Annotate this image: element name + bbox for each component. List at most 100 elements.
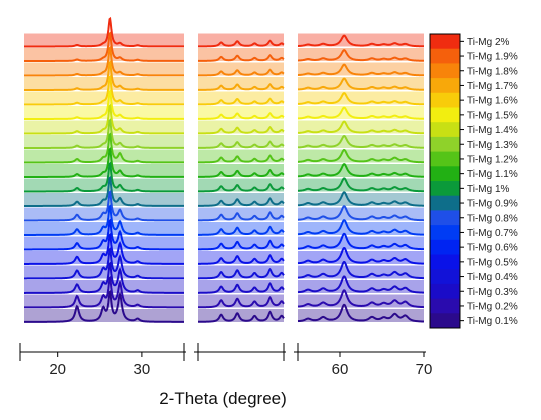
series-ti-mg-1-7- (24, 60, 424, 91)
series-fill (24, 251, 184, 264)
series-ti-mg-0-3- (24, 261, 425, 294)
legend-label: Ti-Mg 0.5% (467, 257, 518, 268)
series-ti-mg-0-4- (24, 247, 425, 280)
legend-label: Ti-Mg 1.5% (467, 110, 518, 121)
legend-label: Ti-Mg 1.1% (467, 169, 518, 180)
legend-label: Ti-Mg 0.4% (467, 272, 518, 283)
series-line (24, 247, 184, 280)
series-line (297, 177, 425, 193)
series-fill (24, 207, 184, 221)
series-ti-mg-1-4- (24, 103, 425, 135)
series-line (24, 218, 184, 251)
series-fill (24, 48, 184, 61)
series-ti-mg-0-7- (24, 204, 425, 236)
series-line (24, 118, 184, 149)
series-line (297, 246, 425, 265)
series-ti-mg-1-1- (24, 147, 425, 178)
series-fill (24, 164, 184, 177)
series-line (297, 260, 425, 280)
legend-swatch (430, 283, 460, 300)
legend-frame (429, 33, 461, 329)
legend-swatch (430, 181, 460, 197)
legend-swatch (430, 254, 460, 270)
series-ti-mg-0-5- (24, 232, 425, 265)
series-line (198, 211, 285, 222)
series-ti-mg-1-9- (24, 31, 425, 62)
legend-swatch (430, 78, 460, 94)
series-fill (24, 120, 184, 134)
series-line (297, 77, 424, 91)
series-line (24, 16, 184, 48)
legend-label: Ti-Mg 1% (467, 184, 510, 195)
legend-swatch (430, 34, 460, 50)
series-fill (298, 236, 424, 250)
series-fill (298, 251, 424, 264)
legend-swatch (430, 269, 460, 285)
series-ti-mg-1-8- (24, 45, 425, 77)
series-line (24, 175, 184, 207)
legend-swatch (430, 195, 460, 211)
series-ti-mg-1-6- (24, 74, 424, 106)
series-layer (23, 16, 425, 323)
series-line (198, 97, 285, 106)
series-line (297, 163, 425, 178)
legend-swatch (430, 225, 460, 241)
series-line (198, 197, 285, 207)
legend-swatch (430, 151, 460, 167)
legend-label: Ti-Mg 1.4% (467, 125, 518, 136)
series-line (198, 83, 285, 91)
series-ti-mg-0-9- (24, 175, 425, 207)
series-fill (24, 91, 184, 105)
x-axis: 20 30 60 70 (19, 343, 432, 378)
series-fill (24, 135, 184, 148)
legend-label: Ti-Mg 0.7% (467, 228, 518, 239)
series-fill (24, 106, 184, 119)
series-line (197, 268, 285, 280)
series-line (24, 103, 184, 135)
series-fill (24, 77, 184, 90)
series-fill (24, 222, 184, 235)
legend-label: Ti-Mg 0.6% (467, 243, 518, 254)
series-line (198, 126, 285, 135)
series-fill (24, 294, 184, 308)
series-line (24, 74, 184, 106)
series-line (198, 239, 285, 251)
series-ti-mg-0-6- (24, 218, 425, 251)
series-ti-mg-1-3- (24, 118, 425, 149)
legend-swatch (430, 92, 460, 108)
x-tick-label: 60 (332, 361, 349, 378)
legend: Ti-Mg 2% Ti-Mg 1.9% Ti-Mg 1.8% Ti-Mg 1.7% Ti… (429, 33, 518, 329)
series-ti-mg-0-1- (23, 290, 425, 323)
legend-swatch (430, 166, 460, 182)
legend-swatch (430, 313, 460, 329)
series-line (198, 183, 285, 193)
series-ti-mg-2- (24, 16, 425, 48)
legend-label: Ti-Mg 2% (467, 37, 510, 48)
series-fill (24, 280, 184, 293)
series-line (198, 282, 285, 294)
series-line (198, 54, 285, 62)
x-tick-label: 20 (49, 361, 66, 378)
series-line (198, 225, 285, 236)
series-line (24, 45, 184, 77)
legend-swatch (430, 122, 460, 138)
series-line (24, 89, 184, 120)
series-ti-mg-1-5- (24, 89, 424, 120)
series-line (297, 205, 425, 222)
legend-label: Ti-Mg 0.8% (467, 213, 518, 224)
legend-swatch (430, 298, 460, 314)
legend-swatch (430, 48, 460, 64)
series-line (198, 39, 285, 48)
series-line (297, 275, 425, 294)
legend-label: Ti-Mg 1.7% (467, 81, 518, 92)
series-line (24, 261, 184, 294)
x-tick-label: 30 (134, 361, 151, 378)
series-line (24, 31, 184, 62)
series-line (24, 190, 184, 222)
legend-label: Ti-Mg 1.3% (467, 140, 518, 151)
series-fill (24, 62, 184, 76)
series-line (198, 140, 285, 149)
legend-swatch (430, 210, 460, 226)
legend-label: Ti-Mg 0.3% (467, 287, 518, 298)
